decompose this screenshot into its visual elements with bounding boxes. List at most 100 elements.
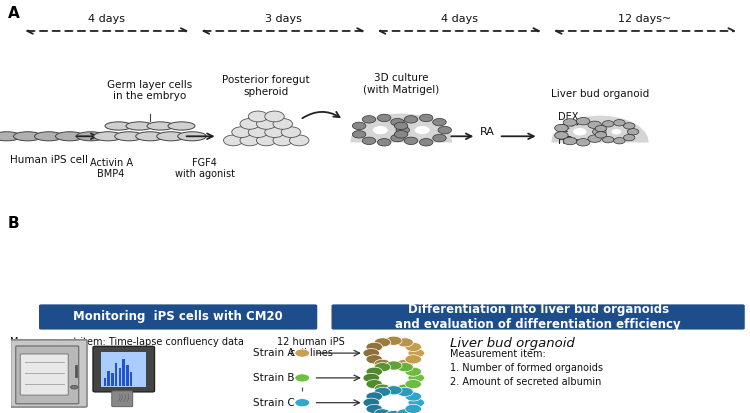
Circle shape	[397, 338, 413, 347]
Circle shape	[256, 135, 276, 146]
Text: A: A	[8, 6, 20, 21]
Circle shape	[555, 132, 568, 139]
Bar	[115, 363, 118, 387]
Circle shape	[240, 135, 260, 146]
Circle shape	[396, 126, 410, 134]
Circle shape	[362, 137, 376, 145]
Bar	[122, 359, 125, 387]
Polygon shape	[350, 114, 452, 142]
Text: Posterior foregut
spheroid: Posterior foregut spheroid	[223, 76, 310, 97]
Text: Human iPS cell: Human iPS cell	[10, 155, 88, 165]
Ellipse shape	[126, 122, 153, 130]
Circle shape	[577, 139, 590, 146]
Circle shape	[374, 363, 391, 372]
Circle shape	[265, 111, 284, 122]
Ellipse shape	[115, 132, 143, 141]
Circle shape	[377, 139, 391, 146]
Text: 3 days: 3 days	[265, 14, 302, 24]
Circle shape	[380, 370, 408, 386]
Text: 12 days~: 12 days~	[618, 14, 672, 24]
Circle shape	[248, 111, 268, 122]
Text: Strain C: Strain C	[253, 398, 295, 408]
Circle shape	[433, 134, 446, 142]
Circle shape	[363, 373, 380, 382]
Circle shape	[391, 119, 404, 126]
Bar	[107, 370, 110, 387]
Circle shape	[386, 386, 402, 395]
Circle shape	[374, 359, 391, 368]
Circle shape	[397, 384, 413, 393]
Circle shape	[373, 126, 388, 134]
Circle shape	[295, 349, 310, 357]
Text: RA: RA	[480, 127, 495, 137]
Circle shape	[592, 128, 606, 135]
Circle shape	[366, 122, 394, 138]
Circle shape	[602, 136, 614, 143]
Circle shape	[408, 122, 436, 138]
Circle shape	[366, 355, 382, 364]
Circle shape	[366, 342, 382, 351]
Circle shape	[419, 139, 433, 146]
Circle shape	[386, 386, 402, 395]
FancyBboxPatch shape	[332, 304, 745, 330]
Ellipse shape	[0, 132, 21, 141]
Ellipse shape	[147, 122, 174, 130]
Circle shape	[273, 119, 292, 129]
Circle shape	[408, 398, 424, 407]
Circle shape	[405, 380, 422, 389]
Circle shape	[415, 126, 430, 134]
Circle shape	[374, 409, 391, 413]
Circle shape	[607, 126, 626, 137]
Circle shape	[391, 134, 404, 142]
Ellipse shape	[178, 132, 206, 141]
Circle shape	[627, 128, 639, 135]
Circle shape	[290, 135, 309, 146]
Circle shape	[362, 116, 376, 123]
Circle shape	[614, 120, 625, 126]
Circle shape	[555, 124, 568, 132]
Ellipse shape	[34, 132, 63, 141]
Circle shape	[295, 374, 310, 382]
FancyBboxPatch shape	[16, 346, 79, 404]
Circle shape	[573, 128, 586, 135]
Circle shape	[405, 392, 422, 401]
Circle shape	[366, 404, 382, 413]
FancyBboxPatch shape	[112, 391, 133, 407]
FancyBboxPatch shape	[10, 340, 87, 407]
Circle shape	[408, 373, 424, 382]
Ellipse shape	[56, 132, 84, 141]
Circle shape	[596, 126, 607, 132]
Circle shape	[563, 119, 577, 126]
Text: 3D culture
(with Matrigel): 3D culture (with Matrigel)	[363, 74, 440, 95]
Circle shape	[352, 131, 366, 138]
Text: Activin A
BMP4: Activin A BMP4	[89, 158, 133, 179]
Text: Measurement item:
1. Number of formed organoids
2. Amount of secreted albumin: Measurement item: 1. Number of formed or…	[450, 349, 603, 387]
Circle shape	[377, 114, 391, 121]
Circle shape	[397, 387, 413, 396]
Circle shape	[295, 399, 310, 407]
Text: FGF4
with agonist: FGF4 with agonist	[175, 158, 235, 179]
Circle shape	[240, 119, 260, 129]
Circle shape	[366, 392, 382, 401]
Ellipse shape	[13, 132, 42, 141]
Circle shape	[419, 114, 433, 121]
Circle shape	[256, 119, 276, 129]
Circle shape	[397, 409, 413, 413]
Circle shape	[380, 395, 408, 411]
Circle shape	[366, 367, 382, 376]
Circle shape	[397, 363, 413, 372]
Text: Strain A: Strain A	[254, 348, 295, 358]
FancyBboxPatch shape	[93, 347, 154, 392]
Text: )))): ))))	[117, 394, 130, 403]
Text: Liver bud organoid: Liver bud organoid	[450, 337, 574, 349]
Circle shape	[386, 336, 402, 345]
Circle shape	[623, 123, 635, 129]
Text: B: B	[8, 216, 20, 230]
Circle shape	[397, 359, 413, 368]
Circle shape	[563, 138, 577, 145]
Bar	[104, 378, 106, 387]
Circle shape	[281, 127, 301, 138]
Text: Measurement item: Time-lapse confluency data: Measurement item: Time-lapse confluency …	[10, 337, 244, 347]
Bar	[126, 365, 129, 387]
Circle shape	[70, 385, 78, 389]
